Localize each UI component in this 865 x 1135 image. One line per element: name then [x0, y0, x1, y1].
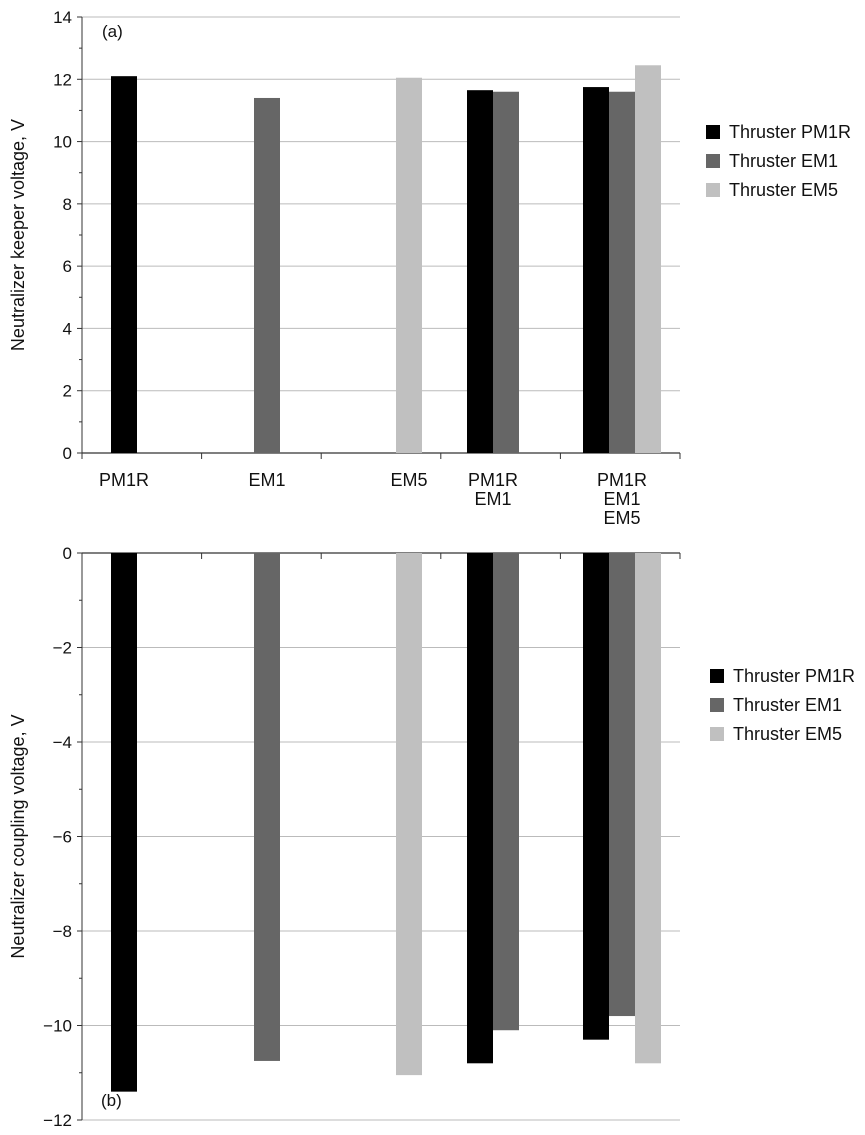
x-tick-label: EM1 [248, 470, 285, 490]
bar-thruster-pm1r [583, 87, 609, 454]
y-tick-label: 0 [63, 444, 72, 463]
legend-entry: Thruster PM1R [729, 122, 851, 142]
y-axis-title: Neutralizer keeper voltage, V [8, 119, 28, 351]
bar-thruster-em5 [396, 553, 422, 1076]
bar-thruster-pm1r [111, 553, 137, 1092]
x-tick-label: PM1R [468, 470, 518, 490]
legend-swatch [706, 183, 720, 197]
bar-thruster-em5 [396, 77, 422, 453]
x-tick-label: PM1R [99, 470, 149, 490]
y-tick-label: 4 [63, 319, 72, 338]
bar-thruster-em1 [254, 553, 280, 1061]
y-tick-label: −6 [53, 828, 72, 847]
y-tick-label: 8 [63, 195, 72, 214]
legend-swatch [706, 154, 720, 168]
bar-thruster-em1 [609, 553, 635, 1017]
legend-entry: Thruster EM1 [733, 695, 842, 715]
legend-entry: Thruster PM1R [733, 666, 855, 686]
x-tick-label: EM5 [390, 470, 427, 490]
panel-label: (b) [101, 1091, 122, 1110]
bar-thruster-em5 [635, 553, 661, 1064]
bar-thruster-em1 [609, 91, 635, 453]
legend-entry: Thruster EM1 [729, 151, 838, 171]
y-tick-label: 14 [53, 8, 72, 27]
legend-entry: Thruster EM5 [729, 180, 838, 200]
bar-thruster-pm1r [111, 76, 137, 454]
y-tick-label: 6 [63, 257, 72, 276]
y-tick-label: 12 [53, 70, 72, 89]
legend-swatch [710, 669, 724, 683]
y-tick-label: −2 [53, 639, 72, 658]
y-tick-label: 0 [63, 544, 72, 563]
bar-thruster-pm1r [583, 553, 609, 1040]
bar-thruster-em1 [254, 97, 280, 453]
y-axis-title: Neutralizer coupling voltage, V [8, 714, 28, 958]
y-tick-label: 2 [63, 382, 72, 401]
bar-thruster-em5 [635, 65, 661, 454]
x-tick-label: EM5 [603, 508, 640, 528]
y-tick-label: −8 [53, 922, 72, 941]
panel-label: (a) [102, 22, 123, 41]
x-tick-label: EM1 [603, 489, 640, 509]
bar-thruster-pm1r [467, 553, 493, 1064]
bar-thruster-em1 [493, 91, 519, 453]
y-tick-label: −12 [43, 1111, 72, 1130]
y-tick-label: −4 [53, 733, 72, 752]
bar-thruster-em1 [493, 553, 519, 1031]
x-tick-label: EM1 [474, 489, 511, 509]
bar-thruster-pm1r [467, 90, 493, 453]
legend-swatch [706, 125, 720, 139]
legend-entry: Thruster EM5 [733, 724, 842, 744]
legend-swatch [710, 698, 724, 712]
x-tick-label: PM1R [597, 470, 647, 490]
y-tick-label: −10 [43, 1017, 72, 1036]
y-tick-label: 10 [53, 133, 72, 152]
legend-swatch [710, 727, 724, 741]
